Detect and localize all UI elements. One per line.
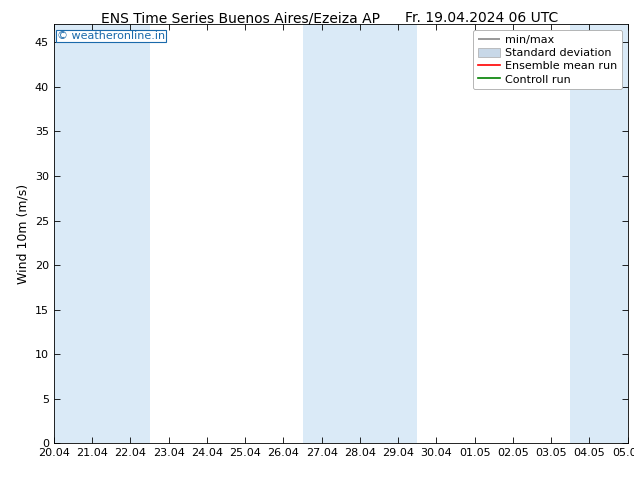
Bar xyxy=(302,24,417,443)
Y-axis label: Wind 10m (m/s): Wind 10m (m/s) xyxy=(16,184,29,284)
Text: ENS Time Series Buenos Aires/Ezeiza AP: ENS Time Series Buenos Aires/Ezeiza AP xyxy=(101,11,380,25)
Bar xyxy=(571,24,628,443)
Bar xyxy=(54,24,150,443)
Legend: min/max, Standard deviation, Ensemble mean run, Controll run: min/max, Standard deviation, Ensemble me… xyxy=(473,30,622,89)
Text: Fr. 19.04.2024 06 UTC: Fr. 19.04.2024 06 UTC xyxy=(405,11,559,25)
Text: © weatheronline.in: © weatheronline.in xyxy=(57,31,165,41)
